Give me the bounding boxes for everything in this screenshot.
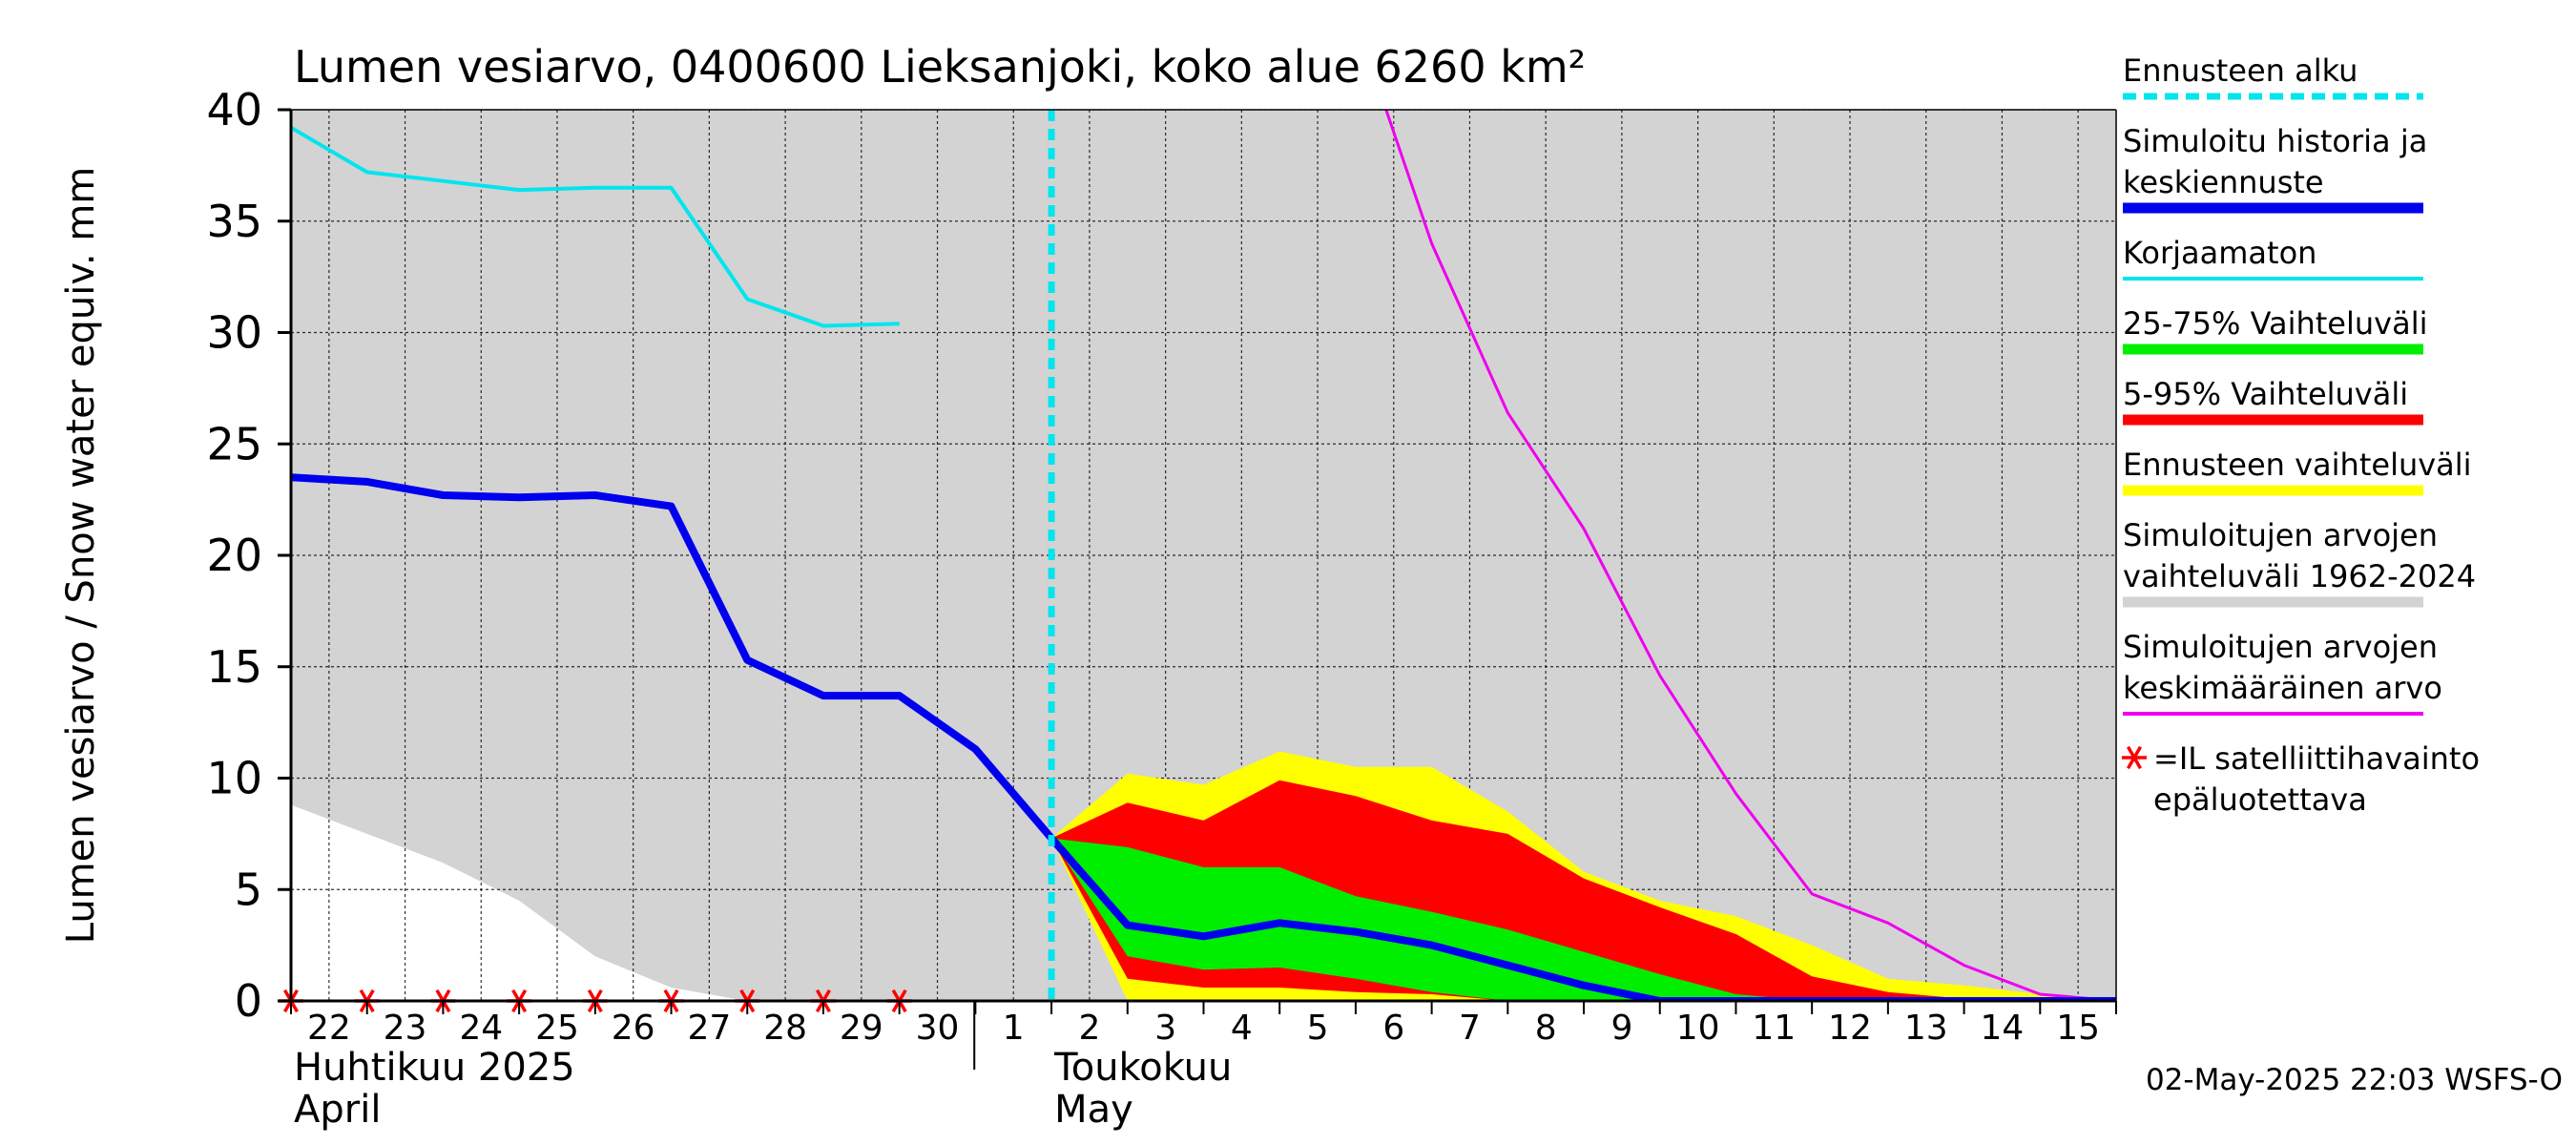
legend-label: =IL satelliittihavainto: [2153, 740, 2480, 777]
legend-item: 5-95% Vaihteluväli: [2123, 376, 2423, 426]
y-tick-label: 30: [206, 307, 262, 359]
x-tick-label: 6: [1382, 1009, 1404, 1048]
legend-label: keskiennuste: [2123, 164, 2324, 200]
series-uncorrected-line: [291, 125, 900, 328]
legend-label: epäluotettava: [2153, 781, 2367, 818]
legend-label: Ennusteen alku: [2123, 52, 2358, 89]
plot-clip-group: [291, 110, 2116, 1001]
x-tick-label: 7: [1459, 1009, 1481, 1048]
legend-item: Simuloitu historia ja keskiennuste: [2123, 123, 2427, 214]
x-tick-label: 2: [1078, 1009, 1100, 1048]
x-tick-label: 29: [840, 1009, 883, 1048]
x-tick-label: 13: [1904, 1009, 1948, 1048]
x-tick-label: 26: [612, 1009, 655, 1048]
month-label-primary: Toukokuu: [1053, 1046, 1232, 1090]
x-tick-label: 3: [1154, 1009, 1176, 1048]
legend-item: Ennusteen alku: [2123, 52, 2423, 100]
legend-item: Ennusteen vaihteluväli: [2123, 447, 2472, 496]
x-tick-label: 30: [916, 1009, 960, 1048]
y-tick-label: 15: [206, 641, 262, 693]
legend-item: =IL satelliittihavainto epäluotettava: [2122, 740, 2480, 818]
x-tick-label: 12: [1828, 1009, 1872, 1048]
x-tick-label: 23: [384, 1009, 427, 1048]
series-historical-mean-line: [1384, 110, 2116, 1001]
x-tick-label: 10: [1676, 1009, 1720, 1048]
x-tick-label: 24: [459, 1009, 503, 1048]
legend-item: Simuloitujen arvojen keskimääräinen arvo: [2123, 629, 2442, 716]
y-tick-label: 25: [206, 418, 262, 469]
legend-item: Korjaamaton: [2123, 235, 2423, 281]
x-tick-label: 5: [1307, 1009, 1329, 1048]
legend-label: 5-95% Vaihteluväli: [2123, 376, 2408, 412]
legend-label: Simuloitujen arvojen: [2123, 629, 2438, 665]
legend-marker-icon: [2122, 745, 2147, 770]
y-tick-label: 40: [206, 84, 262, 135]
series-historical-minimum-area: [291, 804, 823, 1001]
x-tick-label: 11: [1752, 1009, 1796, 1048]
legend-label: Ennusteen vaihteluväli: [2123, 447, 2472, 483]
y-tick-label: 20: [206, 530, 262, 581]
x-tick-label: 28: [763, 1009, 807, 1048]
legend-label: keskimääräinen arvo: [2123, 670, 2442, 706]
month-label-secondary: April: [294, 1088, 381, 1132]
y-axis-label: Lumen vesiarvo / Snow water equiv. mm: [59, 167, 103, 945]
x-tick-label: 25: [535, 1009, 579, 1048]
y-tick-label: 5: [235, 864, 262, 915]
legend-label: 25-75% Vaihteluväli: [2123, 305, 2427, 342]
month-label-secondary: May: [1054, 1088, 1133, 1132]
x-tick-label: 27: [687, 1009, 731, 1048]
x-tick-label: 1: [1003, 1009, 1025, 1048]
legend-label: Simuloitujen arvojen: [2123, 517, 2438, 553]
y-tick-label: 10: [206, 753, 262, 804]
legend-item: 25-75% Vaihteluväli: [2123, 305, 2427, 355]
x-tick-label: 4: [1231, 1009, 1253, 1048]
legend: Ennusteen alku Simuloitu historia ja keski…: [2122, 52, 2480, 818]
legend-label: Simuloitu historia ja: [2123, 123, 2427, 159]
footer-timestamp: 02-May-2025 22:03 WSFS-O: [2146, 1063, 2563, 1097]
series-simulated-line: [291, 473, 2116, 1001]
x-tick-label: 9: [1610, 1009, 1632, 1048]
legend-item: Simuloitujen arvojen vaihteluväli 1962-20…: [2123, 517, 2476, 608]
x-tick-label: 8: [1535, 1009, 1557, 1048]
series-25-75-band: [1051, 838, 2116, 1001]
legend-label: vaihteluväli 1962-2024: [2123, 558, 2476, 594]
x-tick-label: 22: [307, 1009, 351, 1048]
y-tick-label: 35: [206, 196, 262, 247]
x-tick-label: 15: [2056, 1009, 2100, 1048]
legend-marker-icon-stroke: [2126, 745, 2143, 770]
month-label-primary: Huhtikuu 2025: [294, 1046, 575, 1090]
chart-title: Lumen vesiarvo, 0400600 Lieksanjoki, kok…: [294, 41, 1586, 93]
y-tick-label: 0: [235, 975, 262, 1027]
legend-label: Korjaamaton: [2123, 235, 2316, 271]
x-tick-label: 14: [1981, 1009, 2025, 1048]
plot-area: [279, 110, 2116, 1013]
